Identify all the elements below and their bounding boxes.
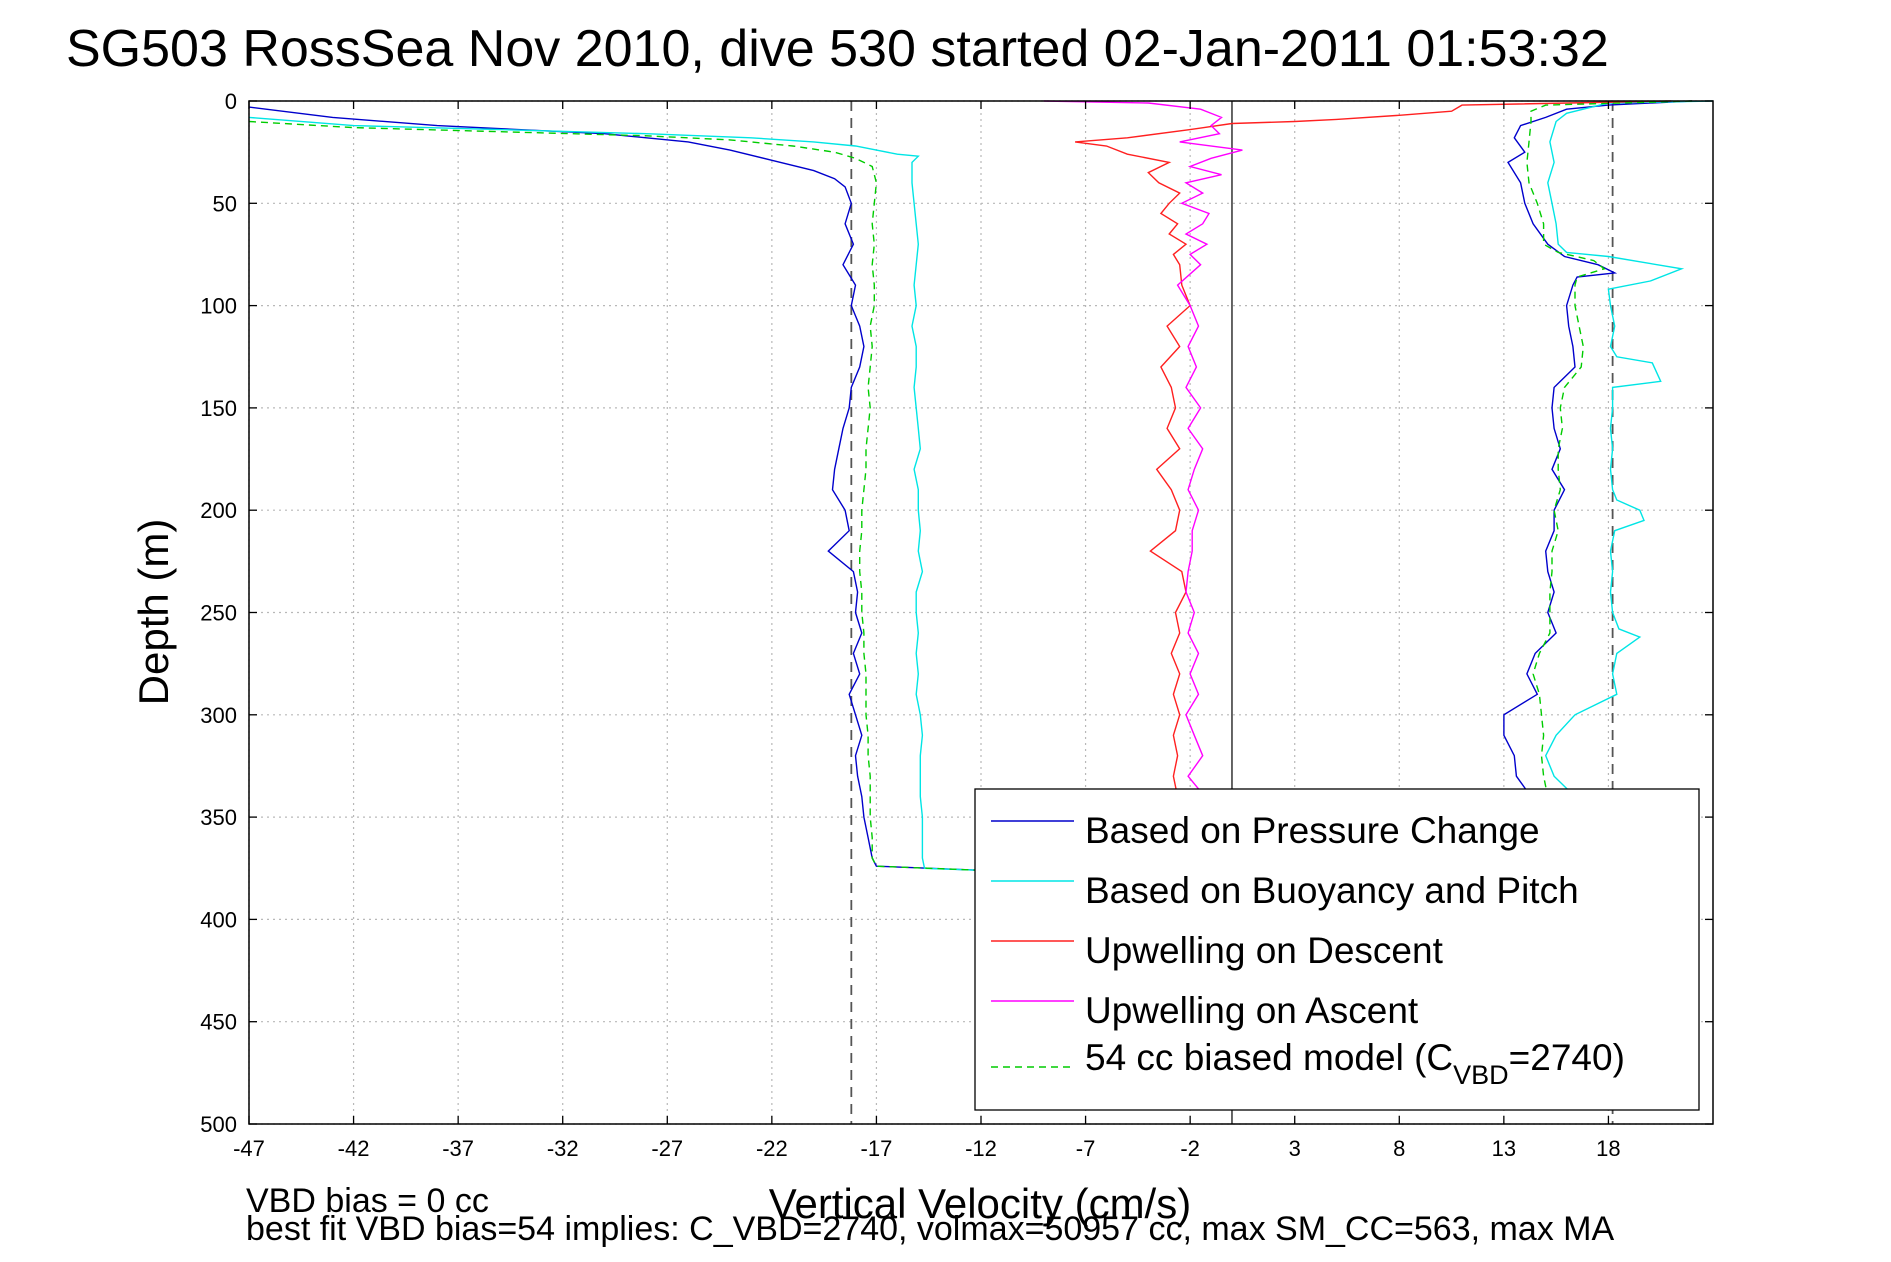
- legend-model-main: 54 cc biased model (C: [1085, 1037, 1453, 1078]
- legend-model-tail: =2740): [1509, 1037, 1625, 1078]
- y-tick-label: 100: [200, 294, 237, 319]
- x-tick-label: -42: [338, 1136, 370, 1161]
- x-tick-label: -22: [756, 1136, 788, 1161]
- axis-ticks: -47 -42 -37 -32 -27 -22 -17 -12 -7 -2 3 8 13 18 0 50 100…: [200, 89, 1713, 1161]
- footer-line-2: best fit VBD bias=54 implies: C_VBD=2740…: [246, 1210, 1615, 1248]
- y-axis-label: Depth (m): [130, 519, 177, 706]
- x-tick-label: -27: [651, 1136, 683, 1161]
- x-tick-label: 3: [1289, 1136, 1301, 1161]
- legend-model-sub: VBD: [1453, 1060, 1509, 1090]
- series-line-3-0: [1043, 100, 1243, 798]
- y-tick-label: 500: [200, 1112, 237, 1137]
- legend-label-ascent: Upwelling on Ascent: [1085, 990, 1419, 1031]
- x-tick-label: -12: [965, 1136, 997, 1161]
- series-line-0-0: [248, 106, 1023, 876]
- x-tick-label: -47: [233, 1136, 265, 1161]
- x-tick-label: -2: [1180, 1136, 1200, 1161]
- y-tick-label: 450: [200, 1010, 237, 1035]
- y-tick-label: 50: [213, 191, 237, 216]
- series-line-0-1: [1503, 100, 1693, 798]
- x-tick-label: 13: [1492, 1136, 1516, 1161]
- footer-line-1: VBD bias = 0 cc: [246, 1182, 489, 1220]
- chart-title: SG503 RossSea Nov 2010, dive 530 started…: [66, 20, 1609, 78]
- y-tick-label: 250: [200, 601, 237, 626]
- series-line-1-1: [1544, 100, 1714, 798]
- legend-box: [974, 788, 1700, 1111]
- x-tick-label: -37: [442, 1136, 474, 1161]
- x-tick-label: 18: [1596, 1136, 1620, 1161]
- series-line-4-1: [1526, 100, 1693, 797]
- y-tick-label: 0: [225, 89, 237, 114]
- y-tick-label: 400: [200, 907, 237, 932]
- y-tick-label: 350: [200, 805, 237, 830]
- x-tick-label: -17: [861, 1136, 893, 1161]
- legend: Based on Pressure Change Based on Buoyan…: [974, 788, 1700, 1111]
- series-line-4-0: [248, 120, 1023, 873]
- series-line-2-0: [1075, 100, 1672, 797]
- series-line-1-0: [248, 116, 1023, 873]
- y-tick-label: 300: [200, 703, 237, 728]
- legend-label-descent: Upwelling on Descent: [1085, 930, 1444, 971]
- x-tick-label: 8: [1393, 1136, 1405, 1161]
- series-group: [248, 100, 1714, 876]
- x-tick-label: -7: [1076, 1136, 1096, 1161]
- x-axis-label: Vertical Velocity (cm/s): [769, 1180, 1191, 1227]
- legend-label-pressure: Based on Pressure Change: [1085, 810, 1540, 851]
- y-tick-label: 200: [200, 498, 237, 523]
- legend-label-buoyancy: Based on Buoyancy and Pitch: [1085, 870, 1579, 911]
- legend-label-model: 54 cc biased model (CVBD=2740): [1085, 1037, 1625, 1090]
- x-tick-label: -32: [547, 1136, 579, 1161]
- y-tick-label: 150: [200, 396, 237, 421]
